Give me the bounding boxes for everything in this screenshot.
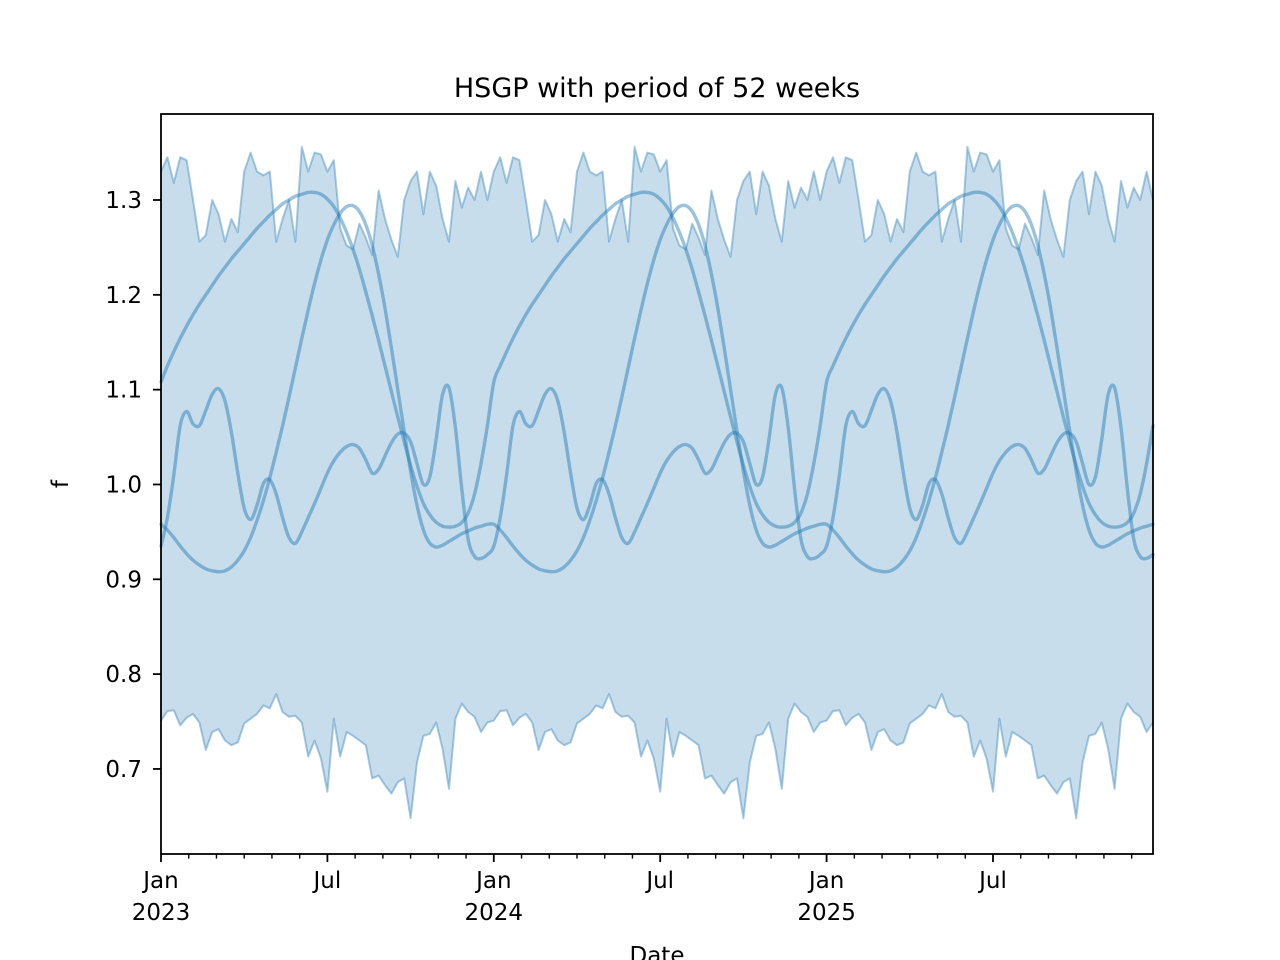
y-tick-label: 0.9 <box>105 567 142 593</box>
band-lower-edge <box>160 693 1154 820</box>
x-tick-label-year: 2024 <box>465 900 524 926</box>
curve-draw-sharp-late-peak <box>159 203 1155 574</box>
x-axis-label: Date <box>630 943 685 960</box>
x-tick-label-month: Jul <box>312 868 342 894</box>
curve-draw-wiggly <box>159 383 1155 561</box>
x-tick-label-month: Jul <box>644 868 674 894</box>
y-tick-label: 1.0 <box>105 472 142 498</box>
axes-layer: 1.3 1.2 1.1 1.0 0.9 0.8 0.7 Jan 2023 Jul Jan 2024 Ju… <box>105 113 1154 926</box>
y-tick-label: 0.7 <box>105 757 142 783</box>
gp-sample-curves <box>159 190 1155 574</box>
chart-title: HSGP with period of 52 weeks <box>454 73 860 104</box>
y-tick-label: 1.2 <box>105 283 142 309</box>
band-upper-edge <box>160 145 1154 258</box>
y-tick-label: 1.3 <box>105 188 142 214</box>
curve-draw-broad-summer-peak <box>159 190 1155 529</box>
x-tick-label-year: 2025 <box>797 900 856 926</box>
y-axis-label: f <box>48 479 74 488</box>
x-tick-label-year: 2023 <box>132 900 191 926</box>
y-tick-label: 1.1 <box>105 378 142 404</box>
x-tick-label-month: Jan <box>474 868 511 894</box>
uncertainty-band <box>160 145 1154 820</box>
x-tick-label-month: Jul <box>977 868 1007 894</box>
x-tick-label-month: Jan <box>141 868 178 894</box>
band-fill <box>161 146 1153 819</box>
y-tick-label: 0.8 <box>105 662 142 688</box>
x-tick-label-month: Jan <box>807 868 844 894</box>
